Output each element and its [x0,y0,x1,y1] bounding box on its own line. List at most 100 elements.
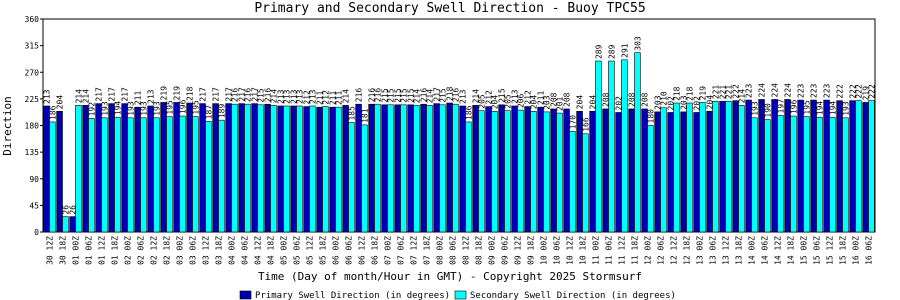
value-label: 218 [446,86,455,101]
x-tick-label: 02 18Z [163,236,172,265]
value-label: 218 [685,86,694,101]
x-tick-label: 07 18Z [423,236,432,265]
bar [459,105,466,233]
value-label: 196 [789,99,798,114]
value-label: 214 [412,89,421,104]
value-label: 221 [719,85,728,100]
value-label: 289 [607,44,616,59]
bar [803,116,810,233]
bar [420,103,427,233]
value-label: 215 [381,88,390,103]
value-label: 303 [633,36,642,51]
x-tick-label: 12 00Z [644,236,653,265]
bar [706,111,713,233]
x-tick-label: 06 00Z [332,236,341,265]
bar [686,102,693,233]
bar [465,121,472,233]
value-label: 215 [394,88,403,103]
value-label: 217 [433,87,442,102]
value-label: 26 [61,205,70,215]
value-label: 195 [165,100,174,115]
legend-label: Primary Swell Direction (in degrees) [255,291,450,300]
bar [810,99,817,233]
bar [517,109,524,233]
bar [108,103,115,233]
bar [504,110,511,233]
bar [264,103,271,233]
bar [654,111,661,233]
y-tick-label: 270 [25,68,40,77]
x-tick-label: 15 18Z [839,236,848,265]
bar [381,104,388,233]
value-label: 204 [706,95,715,110]
bar [439,104,446,233]
bar [615,112,622,233]
bar [186,102,193,233]
bar [602,108,609,233]
x-tick-label: 04 00Z [228,236,237,265]
x-tick-label: 15 00Z [800,236,809,265]
bar [114,116,121,233]
value-label: 194 [828,101,837,116]
value-label: 222 [732,84,741,99]
bar [784,99,791,233]
bar [153,117,160,233]
value-label: 213 [290,89,299,104]
bar [589,111,596,233]
bar [673,102,680,233]
bar [179,115,186,233]
bar [836,100,843,233]
value-label: 224 [758,83,767,98]
bar [556,112,563,233]
bar [290,105,297,233]
bar [725,100,732,233]
chart-title: Primary and Secondary Swell Direction - … [254,1,645,16]
bar [329,106,336,233]
x-tick-label: 07 06Z [397,236,406,265]
bar [296,105,303,233]
bar [218,119,225,233]
value-label: 217 [121,87,130,102]
x-tick-label: 09 18Z [527,236,536,265]
value-label: 221 [724,85,733,100]
x-tick-label: 09 00Z [488,236,497,265]
bar [771,99,778,233]
value-label: 222 [854,84,863,99]
x-tick-label: 10 12Z [566,236,575,265]
x-tick-label: 08 00Z [436,236,445,265]
bar [251,103,258,233]
x-tick-label: 09 06Z [501,236,510,265]
bar [309,105,316,233]
value-label: 214 [269,89,278,104]
legend-swatch [239,290,252,300]
bar [530,111,537,233]
x-tick-label: 03 18Z [215,236,224,265]
bar [680,111,687,233]
value-label: 213 [308,89,317,104]
bar [452,103,459,233]
value-label: 216 [355,88,364,103]
bar [101,117,108,233]
value-label: 194 [113,101,122,116]
y-tick-label: 0 [34,228,39,237]
bar [816,116,823,233]
x-tick-label: 06 18Z [371,236,380,265]
bar [238,103,245,233]
value-label: 203 [654,95,663,110]
bar [797,99,804,233]
value-label: 214 [82,89,91,104]
x-tick-label: 15 06Z [813,236,822,265]
value-label: 211 [537,91,546,106]
bar [374,103,381,233]
x-tick-label: 03 12Z [202,236,211,265]
value-label: 211 [334,91,343,106]
value-label: 217 [108,87,117,102]
y-tick-label: 225 [25,95,40,104]
bar [368,103,375,233]
bar [550,108,557,233]
bar [231,103,238,233]
value-label: 196 [178,99,187,114]
bar [56,111,63,233]
x-tick-label: 30 18Z [59,236,68,265]
x-tick-label: 10 00Z [540,236,549,265]
